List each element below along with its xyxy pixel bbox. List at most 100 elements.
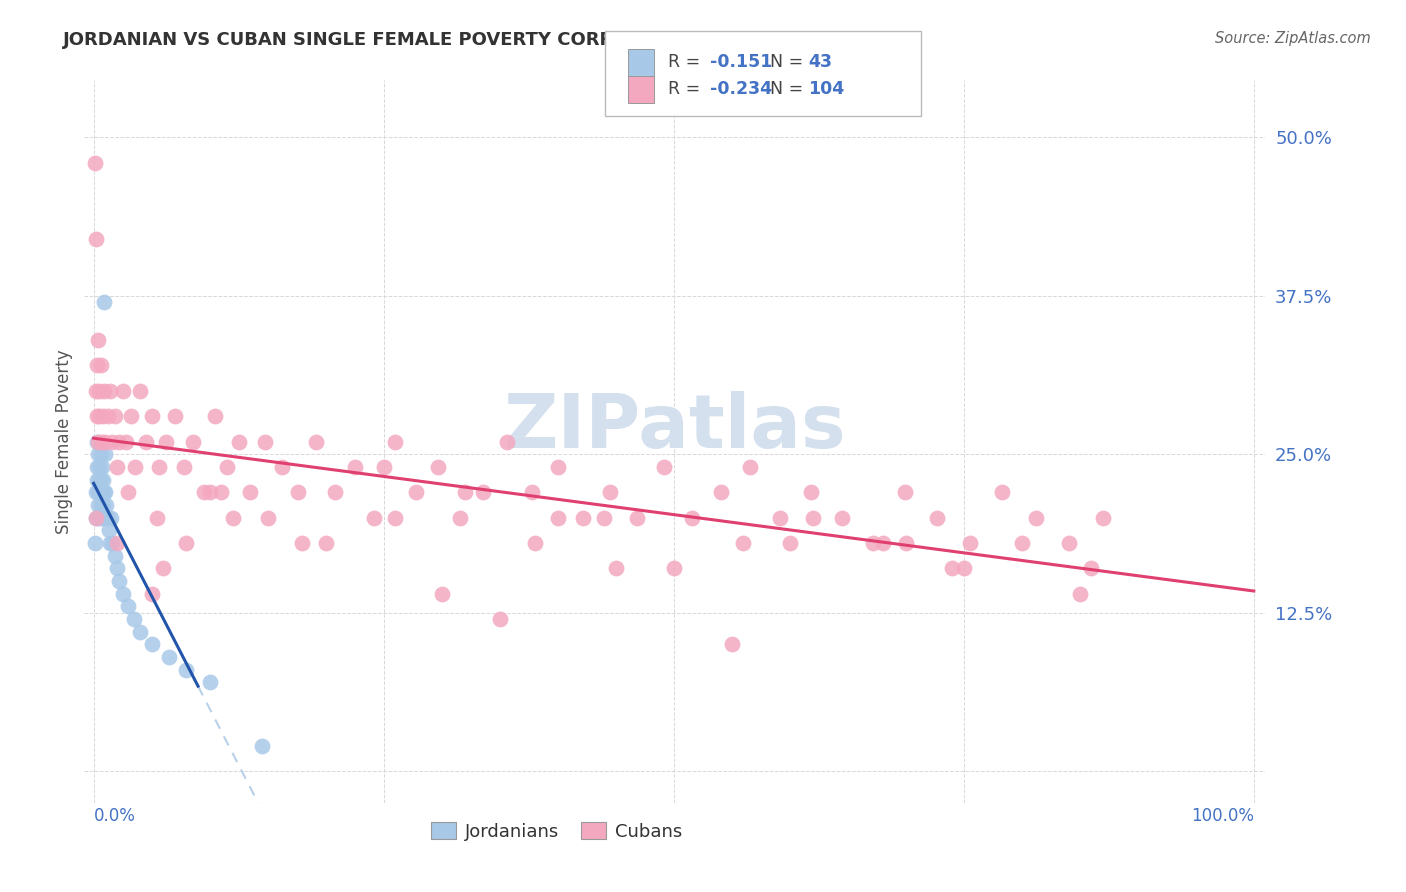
Point (100, 510, 122, 524)
Point (93, 485, 115, 500)
Point (87, 434, 110, 449)
Point (108, 434, 131, 449)
Point (959, 536, 981, 550)
Point (90, 498, 112, 512)
Point (101, 434, 124, 449)
Point (209, 485, 232, 500)
Text: 100.0%: 100.0% (1191, 806, 1254, 824)
Point (193, 485, 215, 500)
Text: 0.0%: 0.0% (94, 806, 135, 824)
Point (108, 574, 131, 588)
Point (96, 498, 118, 512)
Point (115, 434, 138, 449)
Point (769, 510, 792, 524)
Point (1091, 510, 1114, 524)
Point (287, 485, 309, 500)
Point (1059, 536, 1081, 550)
Point (710, 485, 733, 500)
Point (572, 510, 595, 524)
Point (87, 485, 110, 500)
Text: ZIPatlas: ZIPatlas (503, 391, 846, 464)
Point (83, 536, 105, 550)
Point (91, 473, 114, 487)
Point (89, 510, 111, 524)
Point (662, 561, 685, 575)
Point (599, 485, 621, 500)
Point (141, 587, 163, 601)
Point (305, 434, 328, 449)
Point (779, 536, 801, 550)
Text: Source: ZipAtlas.com: Source: ZipAtlas.com (1215, 31, 1371, 46)
Point (800, 485, 823, 500)
Point (86, 459, 108, 474)
Point (84, 485, 107, 500)
Point (894, 536, 917, 550)
Point (97, 409, 120, 424)
Point (291, 536, 314, 550)
Point (124, 459, 146, 474)
Point (117, 599, 139, 614)
Text: N =: N = (770, 54, 810, 71)
Point (98, 536, 121, 550)
Point (198, 675, 221, 690)
Point (593, 510, 616, 524)
Point (91, 409, 114, 424)
Legend: Jordanians, Cubans: Jordanians, Cubans (423, 814, 690, 848)
Point (94, 485, 117, 500)
Point (733, 536, 755, 550)
Point (146, 510, 169, 524)
Point (373, 459, 395, 474)
Point (111, 384, 134, 398)
Point (90, 510, 112, 524)
Point (183, 434, 205, 449)
Point (89, 459, 111, 474)
Text: N =: N = (770, 80, 810, 98)
Point (89, 485, 111, 500)
Point (94, 447, 117, 461)
Point (84, 510, 107, 524)
Point (89, 409, 111, 424)
Point (155, 434, 177, 449)
Point (1011, 536, 1033, 550)
Point (740, 459, 762, 474)
Point (86, 359, 108, 373)
Point (86, 434, 108, 449)
Point (89, 473, 111, 487)
Point (103, 409, 125, 424)
Point (86, 473, 108, 487)
Point (103, 549, 125, 563)
Point (605, 561, 627, 575)
Point (254, 434, 277, 449)
Point (129, 624, 152, 639)
Point (495, 434, 517, 449)
Point (547, 510, 569, 524)
Point (384, 510, 406, 524)
Point (801, 510, 824, 524)
Point (93, 295, 115, 310)
Point (270, 459, 292, 474)
Text: 43: 43 (808, 54, 832, 71)
Point (204, 409, 226, 424)
Point (228, 434, 250, 449)
Point (1080, 561, 1102, 575)
Point (315, 536, 337, 550)
Point (523, 536, 546, 550)
Point (157, 650, 180, 665)
Point (86, 409, 108, 424)
Point (111, 587, 134, 601)
Point (176, 536, 198, 550)
Point (98, 384, 121, 398)
Point (90, 359, 112, 373)
Text: -0.234: -0.234 (710, 80, 772, 98)
Point (176, 663, 198, 677)
Point (472, 485, 495, 500)
Point (91, 498, 114, 512)
Point (97, 510, 120, 524)
Point (363, 510, 385, 524)
Point (681, 510, 703, 524)
Point (522, 485, 544, 500)
Point (239, 485, 262, 500)
Point (89, 384, 111, 398)
Point (129, 384, 152, 398)
Point (84, 232, 107, 246)
